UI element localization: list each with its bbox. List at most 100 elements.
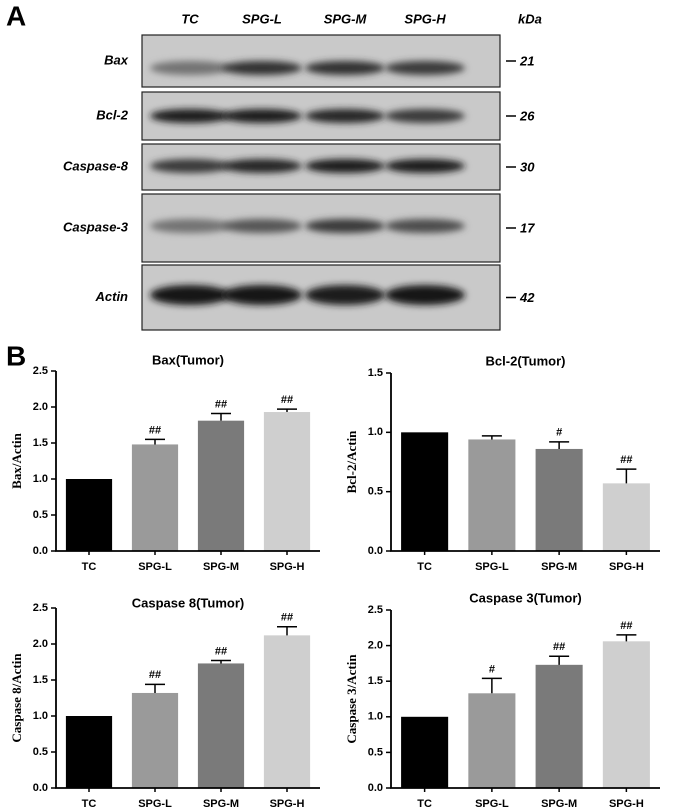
chart-title: Caspase 3(Tumor) xyxy=(469,590,581,605)
kda-label: 26 xyxy=(519,108,535,123)
y-tick-label: 2.0 xyxy=(368,640,383,652)
error-bar xyxy=(277,625,297,636)
band xyxy=(305,285,385,305)
y-tick-label: 0.5 xyxy=(368,746,383,758)
x-tick-label: SPG-M xyxy=(203,561,239,573)
y-tick-label: 1.5 xyxy=(368,675,383,687)
bar xyxy=(131,444,179,551)
significance: ## xyxy=(149,424,161,436)
x-tick-label: SPG-L xyxy=(475,798,509,808)
bar xyxy=(602,483,650,551)
bar xyxy=(602,641,650,788)
axes xyxy=(55,608,320,789)
bar xyxy=(468,439,516,551)
kda-label: 17 xyxy=(520,220,535,235)
y-tick-label: 2.5 xyxy=(33,602,48,614)
x-tick-label: SPG-M xyxy=(541,561,577,573)
significance: ## xyxy=(553,641,565,653)
bar xyxy=(65,479,113,551)
kda-label: 30 xyxy=(520,159,535,174)
x-tick-label: TC xyxy=(417,561,432,573)
protein-label: Actin xyxy=(95,289,129,304)
y-tick-label: 0.5 xyxy=(368,486,383,498)
error-bar xyxy=(549,655,570,665)
y-tick-label: 1.5 xyxy=(33,437,48,449)
band xyxy=(305,61,385,75)
x-tick-label: TC xyxy=(82,561,97,573)
panel-label: A xyxy=(6,0,26,31)
band xyxy=(222,285,302,305)
significance: ## xyxy=(215,645,227,657)
y-tick-label: 0.0 xyxy=(33,545,48,557)
bar xyxy=(197,420,245,551)
band xyxy=(222,159,302,173)
bar xyxy=(197,663,245,788)
band xyxy=(222,61,302,75)
protein-label: Caspase-8 xyxy=(63,158,129,173)
blot-strip xyxy=(141,34,501,88)
y-tick-label: 1.0 xyxy=(368,711,383,723)
bar xyxy=(468,693,516,788)
x-tick-label: TC xyxy=(417,798,432,808)
band xyxy=(222,219,302,233)
error-bar xyxy=(211,412,231,421)
y-axis-label: Bax/Actin xyxy=(9,432,24,488)
bar xyxy=(401,716,449,788)
error-bar xyxy=(145,683,165,693)
band xyxy=(385,285,465,305)
band xyxy=(385,219,465,233)
band xyxy=(150,159,230,173)
band xyxy=(385,61,465,75)
y-axis-label: Caspase 3/Actin xyxy=(344,654,359,744)
y-tick-label: 0.5 xyxy=(33,509,48,521)
x-tick-label: SPG-H xyxy=(609,798,644,808)
bar xyxy=(131,692,179,788)
significance: ## xyxy=(149,669,161,681)
y-axis-label: Caspase 8/Actin xyxy=(9,653,24,743)
significance: ## xyxy=(620,454,632,466)
bar xyxy=(263,635,311,788)
band xyxy=(222,109,302,123)
band xyxy=(150,285,230,305)
band xyxy=(150,61,230,75)
protein-label: Bcl-2 xyxy=(96,107,129,122)
x-tick-label: TC xyxy=(82,798,97,808)
x-tick-label: SPG-M xyxy=(203,798,239,808)
chart-title: Bcl-2(Tumor) xyxy=(486,353,566,368)
significance: ## xyxy=(281,394,293,406)
band xyxy=(305,109,385,123)
y-tick-label: 0.0 xyxy=(33,782,48,794)
y-tick-label: 1.5 xyxy=(368,367,383,379)
bar xyxy=(401,432,449,551)
lane-label: TC xyxy=(181,11,199,26)
x-tick-label: SPG-L xyxy=(475,561,509,573)
y-tick-label: 2.5 xyxy=(33,365,48,377)
bar xyxy=(535,448,583,551)
error-bar xyxy=(616,634,637,642)
bar xyxy=(535,664,583,788)
chart-title: Bax(Tumor) xyxy=(152,352,224,367)
y-tick-label: 1.0 xyxy=(33,710,48,722)
band xyxy=(150,219,230,233)
y-tick-label: 0.0 xyxy=(368,782,383,794)
bar xyxy=(263,412,311,551)
protein-label: Bax xyxy=(104,52,129,67)
y-tick-label: 1.0 xyxy=(33,473,48,485)
bar xyxy=(65,716,113,788)
significance: ## xyxy=(620,620,632,632)
y-tick-label: 0.0 xyxy=(368,545,383,557)
x-tick-label: SPG-H xyxy=(609,561,644,573)
y-tick-label: 0.5 xyxy=(33,746,48,758)
error-bar xyxy=(481,435,502,440)
x-tick-label: SPG-L xyxy=(138,561,172,573)
axes xyxy=(390,610,660,789)
y-tick-label: 1.5 xyxy=(33,674,48,686)
y-tick-label: 1.0 xyxy=(368,426,383,438)
error-bar xyxy=(145,438,165,445)
lane-label: SPG-L xyxy=(242,11,282,26)
band xyxy=(305,159,385,173)
significance: ## xyxy=(281,612,293,624)
protein-label: Caspase-3 xyxy=(63,219,129,234)
y-tick-label: 2.0 xyxy=(33,638,48,650)
axes xyxy=(390,373,660,552)
